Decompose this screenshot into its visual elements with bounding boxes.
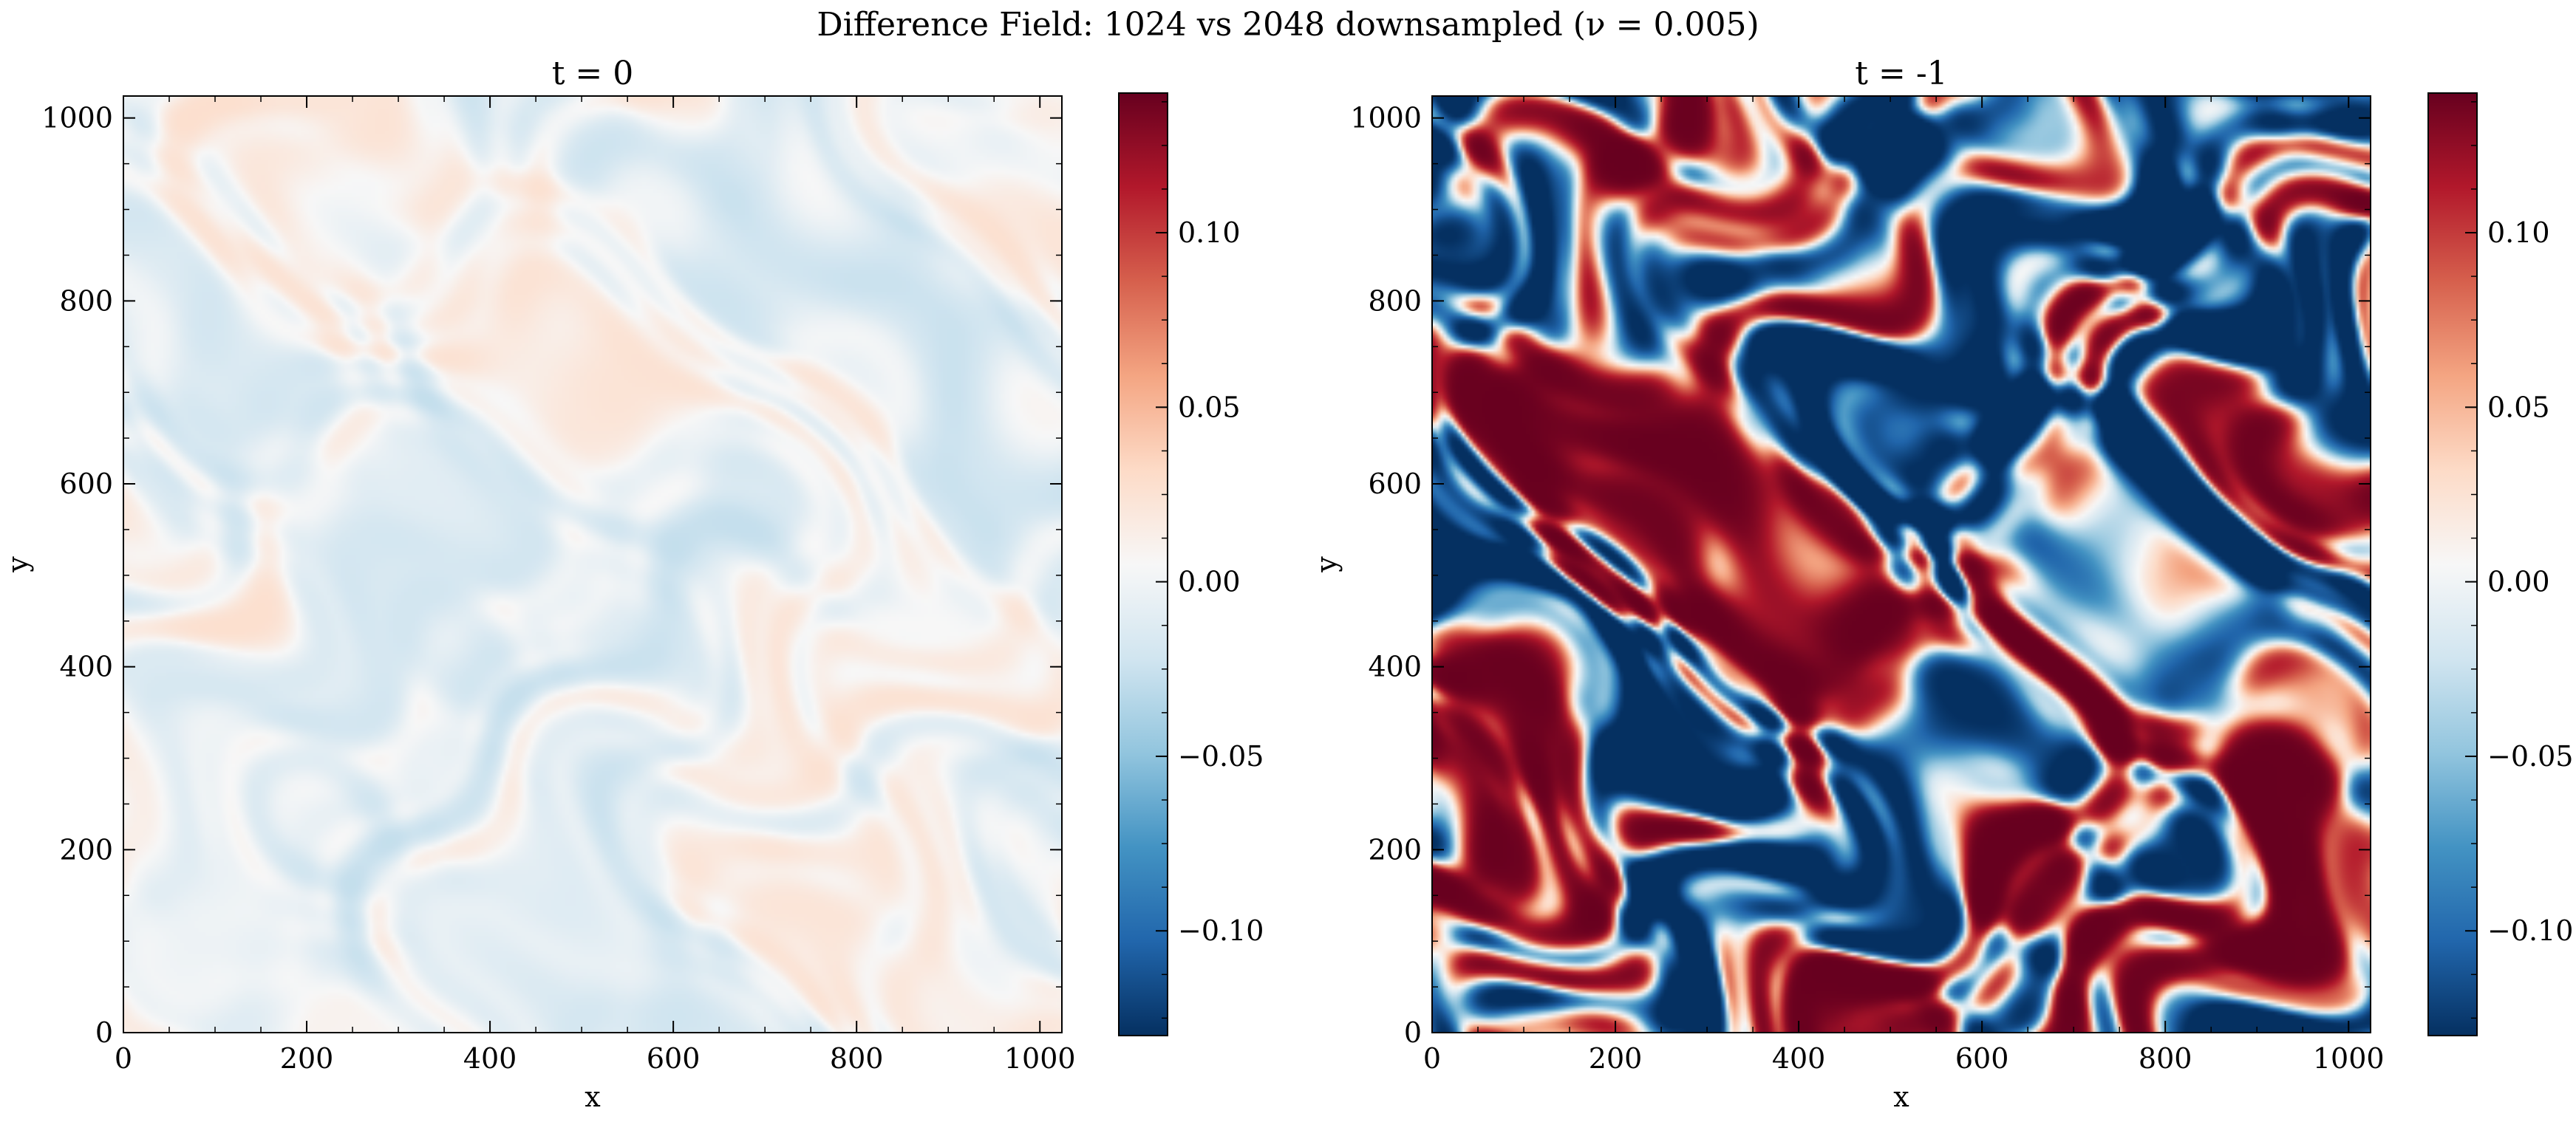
colorbar-tick-label: 0.10	[1178, 216, 1241, 249]
x-tick-label: 600	[1955, 1042, 2009, 1075]
subplot-title: t = 0	[552, 55, 634, 92]
x-tick-label: 600	[647, 1042, 701, 1075]
y-tick-label: 400	[59, 651, 113, 683]
x-tick-label: 200	[1589, 1042, 1643, 1075]
y-tick-label: 600	[59, 468, 113, 500]
heatmap-image	[1432, 96, 2371, 1033]
y-tick-label: 600	[1368, 468, 1422, 500]
x-tick-label: 400	[463, 1042, 517, 1075]
colorbar-tick-label: 0.00	[2487, 566, 2550, 598]
colorbar	[2427, 92, 2478, 1036]
x-tick-label: 800	[2139, 1042, 2192, 1075]
colorbar	[1118, 92, 1168, 1036]
x-axis-label: x	[585, 1081, 600, 1113]
x-axis-label: x	[1893, 1081, 1909, 1113]
x-tick-label: 1000	[1004, 1042, 1076, 1075]
colorbar-tick-label: 0.05	[2487, 391, 2550, 423]
y-tick-label: 200	[59, 833, 113, 866]
y-tick-label: 200	[1368, 833, 1422, 866]
colorbar-tick-label: 0.05	[1178, 391, 1241, 423]
colorbar-tick-label: 0.10	[2487, 216, 2550, 249]
x-tick-label: 1000	[2313, 1042, 2385, 1075]
subplot-1: t = 0 0 200 400 600 800 1000 0 200 400 600 800 1000 x…	[1, 55, 1264, 1113]
y-tick-label: 0	[1404, 1016, 1422, 1049]
subplot-2: t = -1 0 200 400 600 800 1000 0 200 400 600 800 1000…	[1310, 55, 2573, 1113]
x-tick-label: 0	[115, 1042, 132, 1075]
y-tick-label: 400	[1368, 651, 1422, 683]
y-tick-label: 800	[59, 284, 113, 317]
y-tick-label: 800	[1368, 284, 1422, 317]
x-tick-label: 800	[830, 1042, 884, 1075]
y-tick-label: 0	[95, 1016, 113, 1049]
x-tick-label: 0	[1423, 1042, 1441, 1075]
y-axis-label: y	[1310, 556, 1343, 573]
axes-frame	[1431, 95, 2371, 1033]
colorbar-tick-label: 0.00	[1178, 566, 1241, 598]
x-tick-label: 200	[280, 1042, 334, 1075]
colorbar-tick-label: −0.05	[1178, 740, 1264, 773]
y-tick-label: 1000	[41, 102, 113, 134]
axes-frame	[123, 95, 1063, 1033]
colorbar-tick-label: −0.05	[2487, 740, 2573, 773]
heatmap-image	[123, 96, 1062, 1033]
colorbar-tick-label: −0.10	[2487, 914, 2573, 947]
x-tick-label: 400	[1772, 1042, 1826, 1075]
y-axis-label: y	[1, 556, 34, 573]
colorbar-tick-label: −0.10	[1178, 914, 1264, 947]
figure-title: Difference Field: 1024 vs 2048 downsampl…	[817, 6, 1759, 44]
plots-container: t = 0 0 200 400 600 800 1000 0 200 400 600 800 1000 x…	[1, 55, 2573, 1113]
subplot-title: t = -1	[1855, 55, 1947, 92]
y-tick-label: 1000	[1350, 102, 1422, 134]
